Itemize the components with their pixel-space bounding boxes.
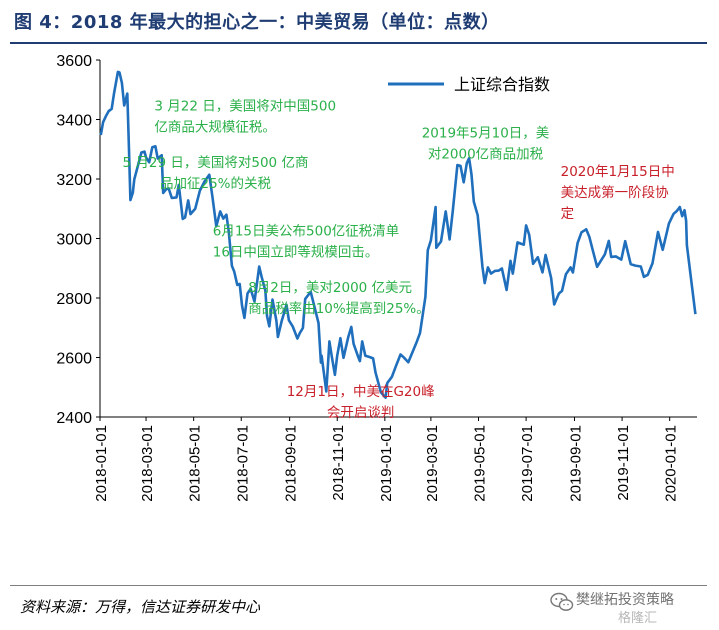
title-rule bbox=[10, 42, 707, 44]
x-tick-label: 2018-11-01 bbox=[330, 425, 347, 501]
legend-label: 上证综合指数 bbox=[454, 75, 550, 94]
annotation-text: 5 月29 日，美国将对500 亿商 bbox=[123, 155, 309, 171]
x-tick-label: 2019-07-01 bbox=[519, 425, 536, 502]
x-tick-label: 2020-01-01 bbox=[663, 425, 680, 502]
annotation-text: 亿商品大规模征税。 bbox=[154, 120, 276, 136]
annotation-text: 美达成第一阶段协 bbox=[561, 184, 669, 201]
annotation-text: 品加征25%的关税 bbox=[160, 176, 272, 192]
x-tick-label: 2018-03-01 bbox=[139, 425, 156, 502]
x-tick-label: 2018-09-01 bbox=[283, 425, 300, 502]
line-chart: 2400 2600 2800 3000 3200 3400 3600 2018-01-01 20… bbox=[56, 53, 697, 502]
x-tick-label: 2018-07-01 bbox=[234, 425, 251, 502]
source-rule bbox=[10, 585, 707, 586]
y-tick-label: 2800 bbox=[56, 291, 92, 308]
x-tick-label: 2018-05-01 bbox=[187, 425, 204, 502]
annotation-text: 定 bbox=[561, 206, 575, 222]
annotation-text: 商品税率由10%提高到25%。 bbox=[248, 300, 430, 317]
annotation-text: 6月15日美公布500亿征税清单 bbox=[213, 224, 400, 240]
annotation-text: 对2000亿商品加税 bbox=[428, 146, 544, 162]
source-note: 资料来源：万得，信达证券研发中心 bbox=[20, 598, 261, 616]
watermark-name: 樊继拓投资策略 bbox=[576, 592, 674, 608]
watermark-brand: 格隆汇 bbox=[618, 611, 658, 626]
x-tick-label: 2019-05-01 bbox=[471, 425, 488, 502]
annotation-text: 2019年5月10日，美 bbox=[422, 125, 550, 141]
annotation-text: 会开启谈判 bbox=[327, 405, 395, 421]
y-tick-label: 2600 bbox=[56, 351, 92, 368]
annotation-text: 2020年1月15日中 bbox=[561, 164, 675, 180]
annotation-text: 16日中国立即等规模回击。 bbox=[213, 244, 379, 261]
x-tick-label: 2019-03-01 bbox=[424, 425, 441, 502]
page-title: 图 4：2018 年最大的担心之一：中美贸易（单位：点数） bbox=[14, 12, 500, 33]
x-tick-label: 2019-01-01 bbox=[378, 425, 395, 502]
y-tick-label: 3600 bbox=[56, 53, 92, 70]
wechat-icon bbox=[550, 592, 574, 611]
series-line-shanghai-composite bbox=[99, 70, 697, 399]
x-tick-label: 2018-01-01 bbox=[93, 425, 110, 502]
annotation-text: 12月1日，中美在G20峰 bbox=[287, 384, 435, 400]
y-tick-label: 3200 bbox=[56, 172, 92, 189]
annotation-text: 8月2日，美对2000 亿美元 bbox=[248, 280, 412, 296]
y-tick-label: 3000 bbox=[56, 232, 92, 249]
x-tick-label: 2019-09-01 bbox=[567, 425, 584, 502]
x-tick-label: 2019-11-01 bbox=[615, 425, 632, 501]
annotation-text: 3 月22 日，美国将对中国500 bbox=[154, 99, 336, 115]
y-tick-label: 3400 bbox=[56, 113, 92, 130]
watermark: 樊继拓投资策略 格隆汇 bbox=[548, 587, 713, 627]
y-tick-label: 2400 bbox=[56, 410, 92, 427]
